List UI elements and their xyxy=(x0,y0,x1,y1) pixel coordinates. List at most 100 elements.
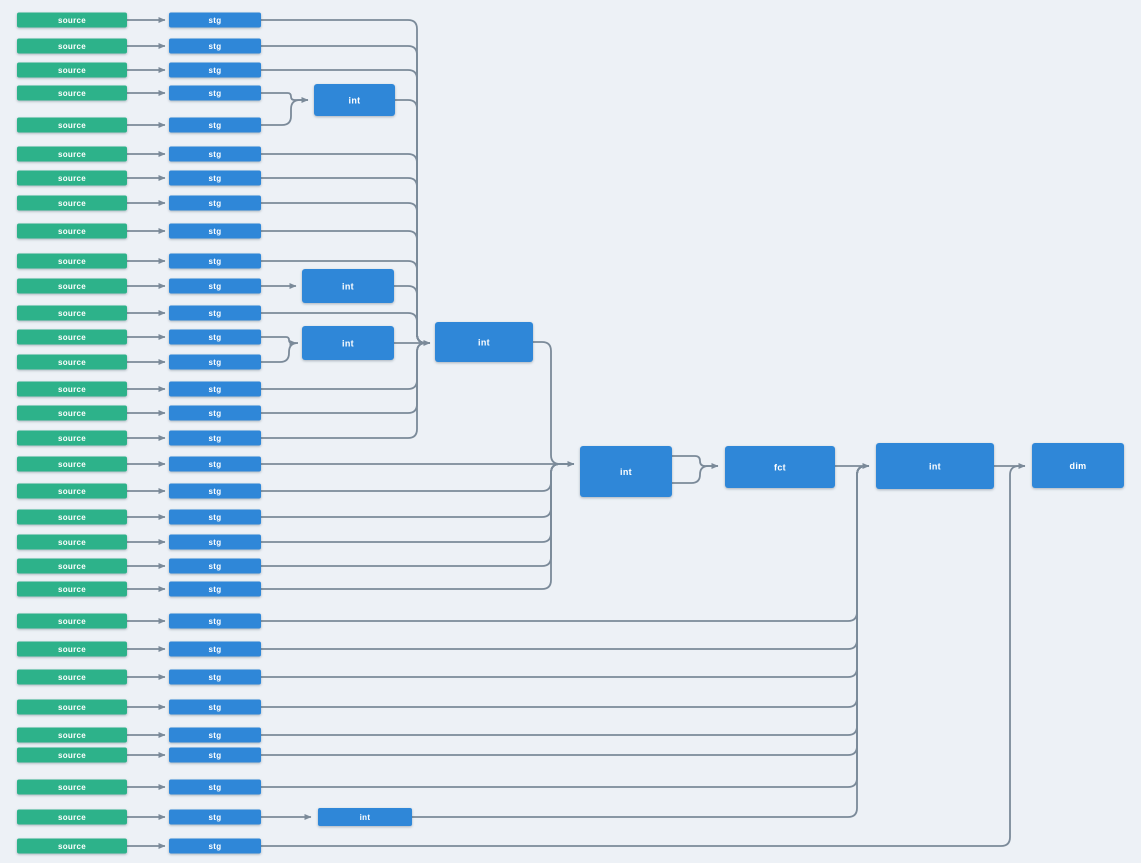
source-node-box[interactable] xyxy=(17,699,127,715)
source-node-box[interactable] xyxy=(17,253,127,269)
stg-node[interactable]: stg xyxy=(169,146,261,162)
int-node-box[interactable] xyxy=(302,269,394,303)
stg-node[interactable]: stg xyxy=(169,381,261,397)
source-node[interactable]: source xyxy=(17,195,127,211)
int-node[interactable]: int xyxy=(314,84,395,116)
source-node-box[interactable] xyxy=(17,613,127,629)
stg-node-box[interactable] xyxy=(169,456,261,472)
stg-node-box[interactable] xyxy=(169,727,261,743)
source-node[interactable]: source xyxy=(17,838,127,854)
source-node-box[interactable] xyxy=(17,146,127,162)
stg-node-box[interactable] xyxy=(169,195,261,211)
stg-node-box[interactable] xyxy=(169,146,261,162)
source-node-box[interactable] xyxy=(17,117,127,133)
source-node[interactable]: source xyxy=(17,85,127,101)
int-node-box[interactable] xyxy=(318,808,412,826)
source-node[interactable]: source xyxy=(17,699,127,715)
int-node-box[interactable] xyxy=(435,322,533,362)
source-node-box[interactable] xyxy=(17,170,127,186)
stg-node-box[interactable] xyxy=(169,405,261,421)
source-node[interactable]: source xyxy=(17,534,127,550)
stg-node[interactable]: stg xyxy=(169,779,261,795)
stg-node-box[interactable] xyxy=(169,699,261,715)
stg-node-box[interactable] xyxy=(169,669,261,685)
stg-node[interactable]: stg xyxy=(169,117,261,133)
source-node-box[interactable] xyxy=(17,405,127,421)
stg-node-box[interactable] xyxy=(169,117,261,133)
stg-node[interactable]: stg xyxy=(169,85,261,101)
source-node-box[interactable] xyxy=(17,509,127,525)
stg-node-box[interactable] xyxy=(169,641,261,657)
stg-node[interactable]: stg xyxy=(169,456,261,472)
stg-node-box[interactable] xyxy=(169,305,261,321)
int-node-box[interactable] xyxy=(580,446,672,497)
int-node[interactable]: int xyxy=(876,443,994,489)
stg-node-box[interactable] xyxy=(169,253,261,269)
source-node[interactable]: source xyxy=(17,558,127,574)
stg-node[interactable]: stg xyxy=(169,62,261,78)
source-node[interactable]: source xyxy=(17,253,127,269)
source-node[interactable]: source xyxy=(17,779,127,795)
stg-node[interactable]: stg xyxy=(169,534,261,550)
stg-node-box[interactable] xyxy=(169,381,261,397)
stg-node-box[interactable] xyxy=(169,62,261,78)
stg-node[interactable]: stg xyxy=(169,558,261,574)
source-node[interactable]: source xyxy=(17,354,127,370)
int-node-box[interactable] xyxy=(876,443,994,489)
source-node[interactable]: source xyxy=(17,381,127,397)
source-node-box[interactable] xyxy=(17,838,127,854)
stg-node-box[interactable] xyxy=(169,613,261,629)
stg-node[interactable]: stg xyxy=(169,641,261,657)
stg-node-box[interactable] xyxy=(169,430,261,446)
source-node-box[interactable] xyxy=(17,305,127,321)
stg-node-box[interactable] xyxy=(169,534,261,550)
int-node-box[interactable] xyxy=(302,326,394,360)
stg-node-box[interactable] xyxy=(169,354,261,370)
stg-node-box[interactable] xyxy=(169,223,261,239)
source-node[interactable]: source xyxy=(17,146,127,162)
stg-node-box[interactable] xyxy=(169,170,261,186)
source-node-box[interactable] xyxy=(17,12,127,28)
stg-node-box[interactable] xyxy=(169,509,261,525)
source-node[interactable]: source xyxy=(17,117,127,133)
source-node[interactable]: source xyxy=(17,405,127,421)
stg-node-box[interactable] xyxy=(169,581,261,597)
stg-node[interactable]: stg xyxy=(169,483,261,499)
source-node[interactable]: source xyxy=(17,641,127,657)
source-node[interactable]: source xyxy=(17,747,127,763)
stg-node[interactable]: stg xyxy=(169,170,261,186)
stg-node-box[interactable] xyxy=(169,558,261,574)
source-node-box[interactable] xyxy=(17,85,127,101)
source-node[interactable]: source xyxy=(17,329,127,345)
source-node[interactable]: source xyxy=(17,170,127,186)
source-node-box[interactable] xyxy=(17,195,127,211)
source-node-box[interactable] xyxy=(17,747,127,763)
source-node[interactable]: source xyxy=(17,278,127,294)
source-node[interactable]: source xyxy=(17,727,127,743)
stg-node[interactable]: stg xyxy=(169,747,261,763)
fct-node-box[interactable] xyxy=(725,446,835,488)
source-node-box[interactable] xyxy=(17,62,127,78)
stg-node[interactable]: stg xyxy=(169,329,261,345)
stg-node[interactable]: stg xyxy=(169,430,261,446)
stg-node-box[interactable] xyxy=(169,278,261,294)
source-node-box[interactable] xyxy=(17,456,127,472)
source-node[interactable]: source xyxy=(17,613,127,629)
source-node-box[interactable] xyxy=(17,430,127,446)
stg-node-box[interactable] xyxy=(169,809,261,825)
stg-node[interactable]: stg xyxy=(169,669,261,685)
source-node-box[interactable] xyxy=(17,278,127,294)
stg-node-box[interactable] xyxy=(169,483,261,499)
source-node-box[interactable] xyxy=(17,483,127,499)
source-node-box[interactable] xyxy=(17,558,127,574)
source-node[interactable]: source xyxy=(17,38,127,54)
stg-node-box[interactable] xyxy=(169,838,261,854)
stg-node[interactable]: stg xyxy=(169,581,261,597)
source-node-box[interactable] xyxy=(17,727,127,743)
source-node-box[interactable] xyxy=(17,354,127,370)
stg-node-box[interactable] xyxy=(169,329,261,345)
stg-node[interactable]: stg xyxy=(169,195,261,211)
stg-node[interactable]: stg xyxy=(169,223,261,239)
source-node[interactable]: source xyxy=(17,509,127,525)
stg-node[interactable]: stg xyxy=(169,809,261,825)
